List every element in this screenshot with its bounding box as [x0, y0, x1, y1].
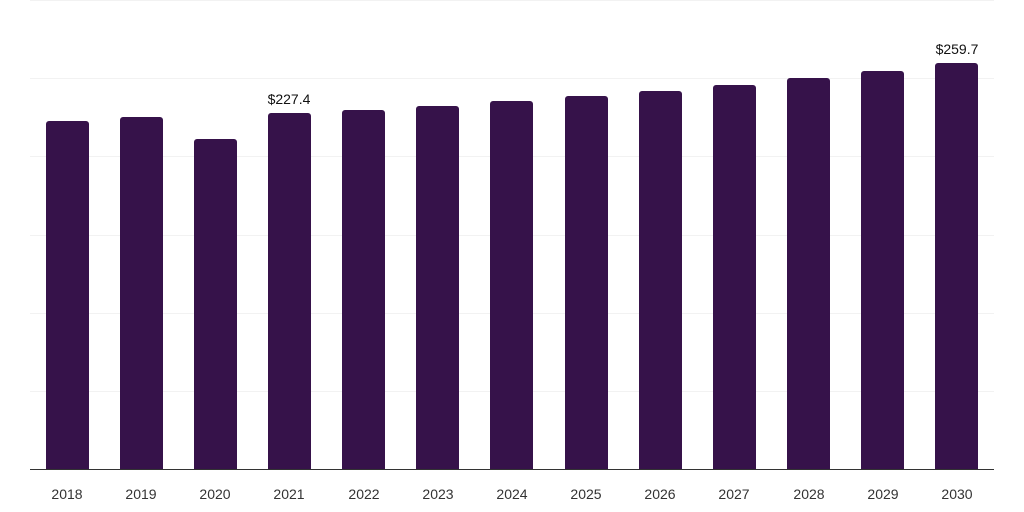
x-axis-line: [30, 469, 994, 470]
bar-2018[interactable]: [46, 121, 89, 469]
gridline: [30, 0, 994, 1]
data-label: $259.7: [935, 41, 979, 57]
x-tick-label: 2021: [273, 486, 305, 502]
bar-2019[interactable]: [120, 117, 163, 469]
bar-2024[interactable]: [490, 101, 533, 469]
x-tick-label: 2029: [867, 486, 899, 502]
x-tick-label: 2019: [125, 486, 157, 502]
bar-2028[interactable]: [787, 78, 830, 469]
x-tick-label: 2023: [422, 486, 454, 502]
bar-2020[interactable]: [194, 139, 237, 469]
gridline: [30, 78, 994, 79]
x-tick-label: 2025: [570, 486, 602, 502]
bar-2022[interactable]: [342, 110, 385, 469]
x-tick-label: 2020: [199, 486, 231, 502]
bar-2030[interactable]: [935, 63, 978, 469]
x-tick-label: 2022: [348, 486, 380, 502]
x-tick-label: 2030: [941, 486, 973, 502]
x-tick-label: 2027: [718, 486, 750, 502]
bar-2025[interactable]: [565, 96, 608, 469]
bar-2027[interactable]: [713, 85, 756, 469]
bar-2026[interactable]: [639, 91, 682, 469]
x-tick-label: 2024: [496, 486, 528, 502]
x-tick-label: 2018: [51, 486, 83, 502]
data-label: $227.4: [267, 91, 311, 107]
bar-2029[interactable]: [861, 71, 904, 469]
bar-2021[interactable]: [268, 113, 311, 469]
bar-2023[interactable]: [416, 106, 459, 469]
x-tick-label: 2028: [793, 486, 825, 502]
x-tick-label: 2026: [644, 486, 676, 502]
